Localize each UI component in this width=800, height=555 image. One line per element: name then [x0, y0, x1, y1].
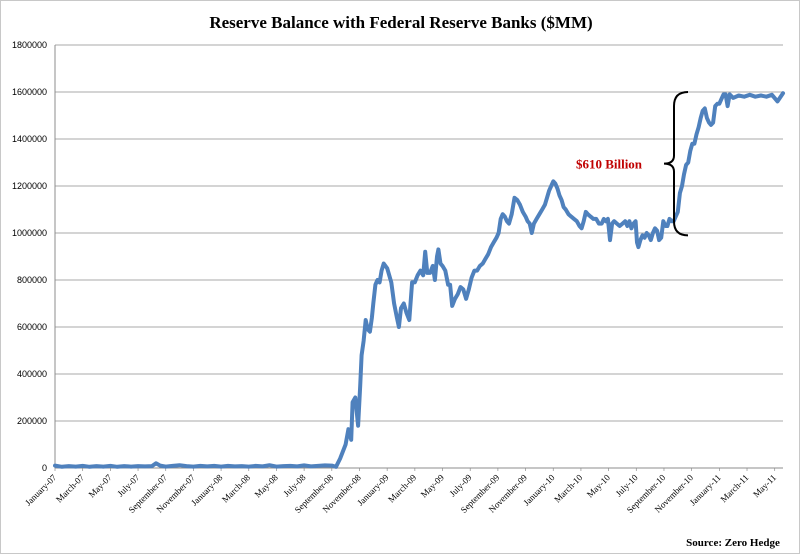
source-note: Source: Zero Hedge [686, 537, 780, 549]
x-tick-label: March-10 [552, 472, 585, 505]
y-tick-label: 1600000 [12, 87, 47, 97]
y-tick-label: 600000 [17, 322, 47, 332]
x-tick-label: May-07 [87, 472, 115, 500]
y-tick-label: 1800000 [12, 40, 47, 50]
y-tick-label: 800000 [17, 275, 47, 285]
annotation-brace [663, 91, 689, 237]
y-tick-label: 1000000 [12, 228, 47, 238]
x-tick-label: January-07 [23, 472, 59, 508]
y-axis: 0 200000 400000 600000 800000 1000000 1200000 1… [12, 40, 56, 473]
x-tick-label: March-09 [386, 472, 419, 505]
x-tick-label: May-11 [751, 472, 778, 499]
x-tick-label: July-07 [115, 472, 142, 499]
x-tick-label: March-07 [54, 472, 87, 505]
x-tick-label: May-08 [253, 472, 281, 500]
y-tick-label: 0 [42, 463, 47, 473]
annotation-group: $610 Billion [576, 91, 689, 237]
y-tick-label: 1400000 [12, 134, 47, 144]
x-tick-label: July-09 [447, 472, 474, 499]
x-tick-label: March-11 [718, 472, 750, 504]
x-tick-label: July-10 [614, 472, 641, 499]
y-tick-label: 1200000 [12, 181, 47, 191]
annotation-label: $610 Billion [576, 157, 643, 172]
gridlines [55, 44, 783, 422]
x-tick-label: March-08 [220, 472, 253, 505]
y-tick-label: 200000 [17, 416, 47, 426]
x-tick-label: May-10 [585, 472, 613, 500]
x-tick-label: July-08 [281, 472, 308, 499]
chart-title: Reserve Balance with Federal Reserve Ban… [209, 13, 592, 32]
y-tick-label: 400000 [17, 369, 47, 379]
x-tick-label: May-09 [419, 472, 447, 500]
